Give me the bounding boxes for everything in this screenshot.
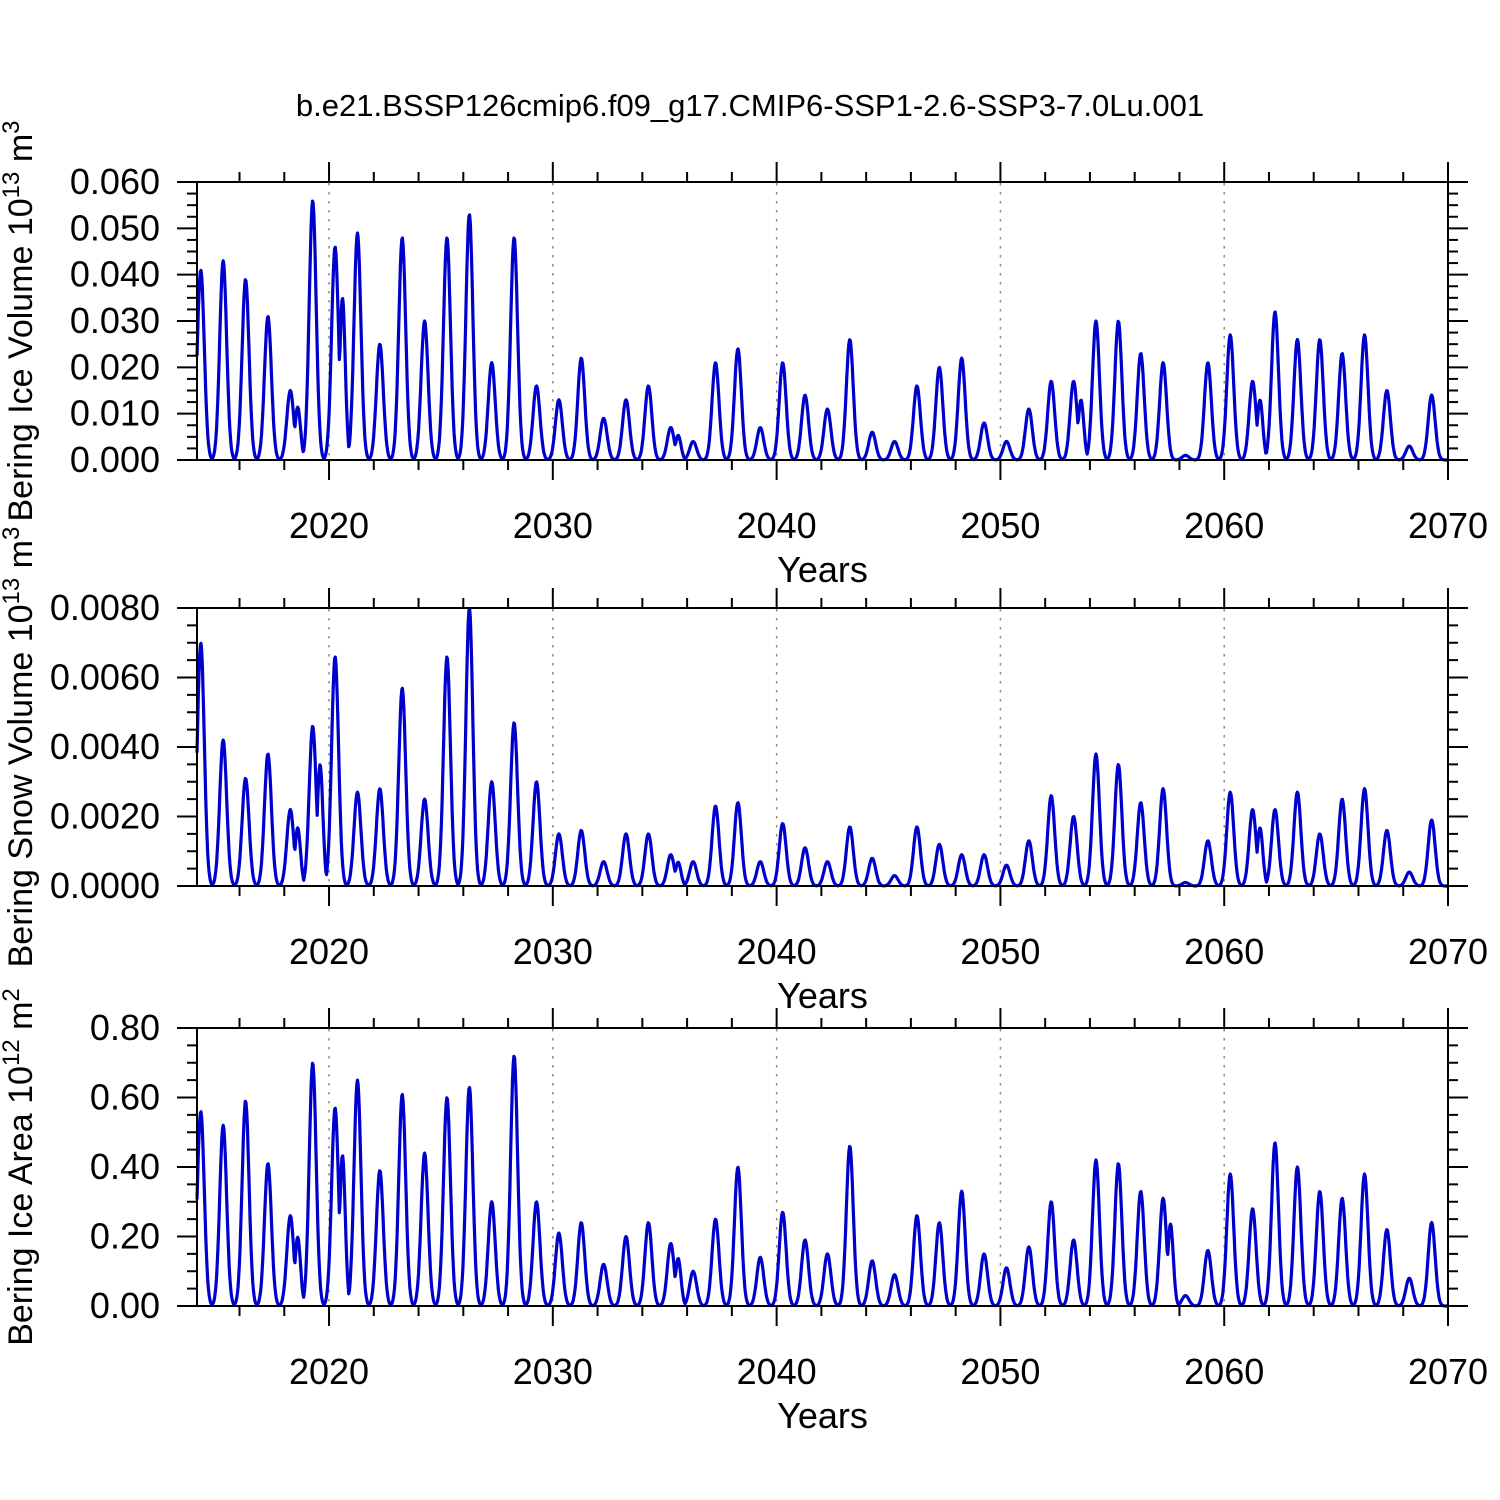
x-tick-label: 2020 xyxy=(289,1351,369,1392)
x-tick-label: 2070 xyxy=(1408,505,1488,546)
x-tick-label: 2060 xyxy=(1184,505,1264,546)
x-tick-label: 2070 xyxy=(1408,1351,1488,1392)
y-tick-label: 0.060 xyxy=(70,161,160,202)
y-tick-label: 0.030 xyxy=(70,300,160,341)
x-tick-label: 2040 xyxy=(737,931,817,972)
y-tick-label: 0.000 xyxy=(70,439,160,480)
x-axis-title: Years xyxy=(777,549,868,590)
data-curve xyxy=(195,199,1449,462)
x-tick-label: 2040 xyxy=(737,505,817,546)
y-tick-label: 0.050 xyxy=(70,207,160,248)
x-tick-label: 2020 xyxy=(289,931,369,972)
panel-ice-volume: 2020 2030 2040 2050 2060 2070 0.000 0.010 0.020 0… xyxy=(0,120,1488,590)
y-tick-label: 0.0060 xyxy=(50,657,160,698)
x-tick-label: 2050 xyxy=(960,505,1040,546)
x-tick-label: 2040 xyxy=(737,1351,817,1392)
y-axis-title: Bering Ice Volume 1013​ m3​ xyxy=(0,120,40,521)
y-tick-label: 0.60 xyxy=(90,1077,160,1118)
x-tick-label: 2060 xyxy=(1184,931,1264,972)
y-axis-title: Bering Snow Volume 1013​ m3​ xyxy=(0,527,40,968)
y-tick-label: 0.80 xyxy=(90,1007,160,1048)
x-tick-label: 2050 xyxy=(960,1351,1040,1392)
panel-ice-area: 2020 2030 2040 2050 2060 2070 0.00 0.20 0.40 0.60… xyxy=(0,988,1488,1436)
x-tick-label: 2050 xyxy=(960,931,1040,972)
x-tick-label: 2070 xyxy=(1408,931,1488,972)
y-tick-label: 0.0020 xyxy=(50,796,160,837)
y-tick-label: 0.00 xyxy=(90,1285,160,1326)
y-tick-label: 0.040 xyxy=(70,254,160,295)
x-tick-label: 2030 xyxy=(513,931,593,972)
y-tick-label: 0.010 xyxy=(70,393,160,434)
y-axis-title: Bering Ice Area 1012​ m2​ xyxy=(0,988,40,1346)
y-tick-label: 0.0000 xyxy=(50,865,160,906)
chart-title: b.e21.BSSP126cmip6.f09_g17.CMIP6-SSP1-2.… xyxy=(296,88,1204,123)
data-curve xyxy=(195,606,1449,888)
x-tick-label: 2030 xyxy=(513,1351,593,1392)
x-tick-label: 2030 xyxy=(513,505,593,546)
y-tick-label: 0.0080 xyxy=(50,587,160,628)
x-tick-label: 2020 xyxy=(289,505,369,546)
data-curve xyxy=(195,1054,1449,1308)
y-tick-label: 0.40 xyxy=(90,1146,160,1187)
x-axis-title: Years xyxy=(777,1395,868,1436)
x-axis-title: Years xyxy=(777,975,868,1016)
y-tick-label: 0.0040 xyxy=(50,726,160,767)
panel-snow-volume: 2020 2030 2040 2050 2060 2070 0.0000 0.0020 0.00… xyxy=(0,527,1488,1016)
y-tick-label: 0.020 xyxy=(70,346,160,387)
y-tick-label: 0.20 xyxy=(90,1216,160,1257)
x-tick-label: 2060 xyxy=(1184,1351,1264,1392)
